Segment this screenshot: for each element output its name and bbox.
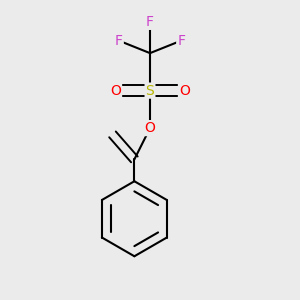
Text: O: O [110, 84, 121, 98]
Text: F: F [177, 34, 185, 48]
Text: S: S [146, 84, 154, 98]
Text: O: O [145, 121, 155, 135]
Text: O: O [179, 84, 190, 98]
Text: F: F [146, 15, 154, 29]
Text: F: F [115, 34, 123, 48]
